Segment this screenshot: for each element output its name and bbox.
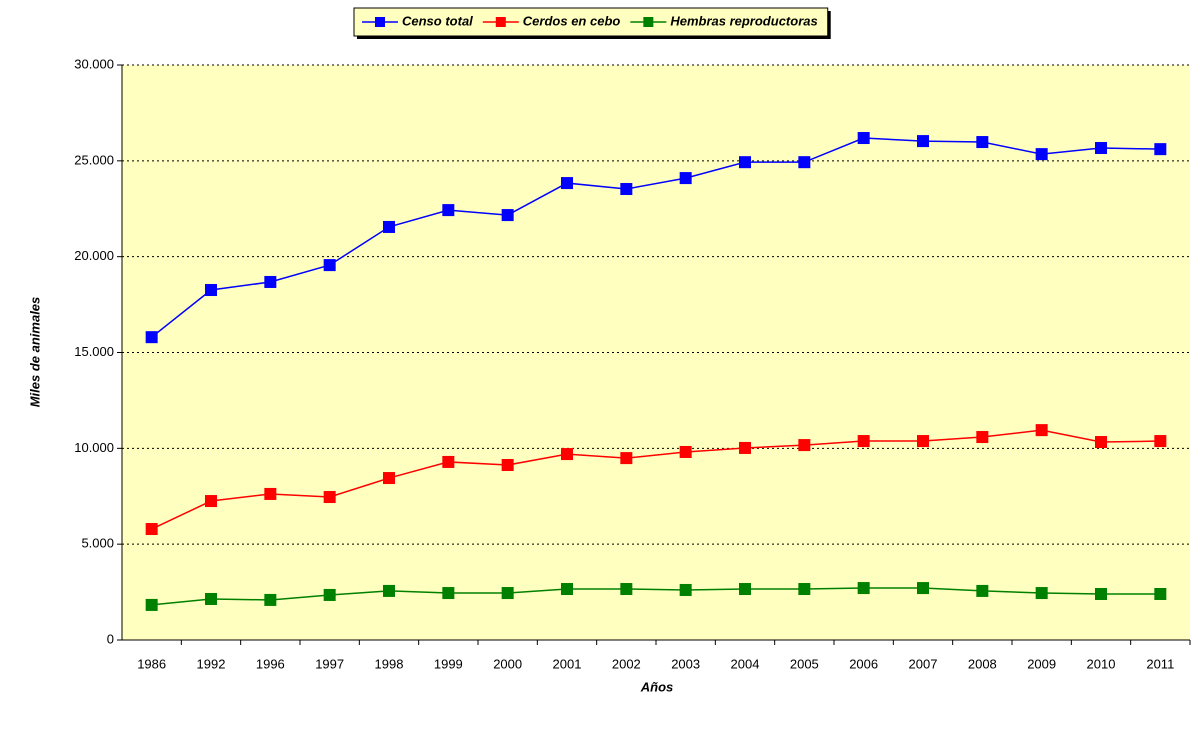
marker	[1035, 587, 1048, 600]
marker	[323, 491, 336, 504]
marker	[145, 598, 158, 611]
x-tick-label: 1998	[375, 656, 404, 671]
x-tick-label: 2004	[731, 656, 760, 671]
marker	[1095, 141, 1107, 154]
marker	[917, 135, 929, 148]
marker	[264, 487, 277, 500]
legend-marker	[375, 17, 385, 27]
series-line	[151, 429, 1161, 530]
y-tick-label: 20.000	[74, 248, 114, 263]
marker	[1154, 143, 1167, 156]
x-tick-label: 1997	[315, 656, 344, 671]
marker	[679, 583, 692, 596]
x-tick-label: 2008	[968, 656, 997, 671]
marker	[264, 593, 277, 606]
y-tick-label: 25.000	[74, 152, 114, 167]
legend-label: Cerdos en cebo	[523, 13, 621, 28]
x-tick-label: 2000	[493, 656, 522, 671]
marker	[917, 582, 929, 595]
marker	[857, 435, 870, 448]
marker	[739, 583, 751, 596]
marker	[383, 472, 395, 485]
marker	[976, 584, 989, 597]
legend: Censo total Cerdos en cebo Hembras reprodu…	[353, 7, 831, 39]
marker	[1154, 435, 1167, 448]
marker	[205, 495, 217, 508]
x-tick-label: 2006	[849, 656, 878, 671]
y-tick-label: 30.000	[74, 56, 114, 71]
legend-label: Censo total	[402, 13, 473, 28]
marker	[917, 435, 929, 448]
marker	[679, 445, 692, 458]
x-tick-label: 2005	[790, 656, 819, 671]
marker	[561, 448, 573, 461]
marker	[620, 183, 633, 196]
marker	[620, 583, 633, 596]
y-tick-label: 10.000	[74, 440, 114, 455]
marker	[1035, 148, 1048, 161]
legend-box	[353, 7, 829, 37]
x-tick-label: 2003	[671, 656, 700, 671]
marker	[501, 459, 514, 472]
marker	[1095, 436, 1107, 449]
marker	[383, 220, 395, 233]
marker	[442, 204, 455, 217]
x-axis-label: Años	[640, 679, 674, 694]
x-tick-label: 2009	[1027, 656, 1056, 671]
x-tick-label: 1986	[137, 656, 166, 671]
marker	[323, 588, 336, 601]
x-tick-label: 2010	[1087, 656, 1116, 671]
y-tick-label: 5.000	[81, 536, 114, 551]
marker	[205, 592, 217, 605]
marker	[798, 439, 811, 452]
marker	[1035, 424, 1048, 437]
marker	[442, 455, 455, 468]
marker	[145, 331, 158, 344]
marker	[857, 132, 870, 145]
marker	[857, 582, 870, 595]
x-tick-label: 2001	[553, 656, 582, 671]
x-tick-label: 2011	[1146, 656, 1174, 671]
legend-marker	[495, 17, 506, 27]
legend-label: Hembras reproductoras	[670, 13, 817, 28]
series-line	[151, 137, 1161, 338]
marker	[976, 431, 989, 444]
marker	[145, 523, 158, 536]
marker	[264, 275, 277, 288]
marker	[1095, 588, 1107, 600]
x-tick-label: 1996	[256, 656, 285, 671]
x-tick-label: 1999	[434, 656, 463, 671]
marker	[976, 136, 989, 149]
marker	[501, 587, 514, 600]
marker	[739, 441, 751, 454]
marker	[798, 156, 811, 169]
marker	[561, 177, 573, 190]
x-tick-label: 1992	[197, 656, 226, 671]
y-tick-label: 0	[107, 631, 114, 646]
marker	[205, 284, 217, 297]
series-line	[151, 587, 1161, 606]
marker	[323, 259, 336, 272]
marker	[501, 209, 514, 222]
marker	[620, 452, 633, 465]
marker	[679, 172, 692, 185]
marker	[383, 584, 395, 597]
y-axis-label: Miles de animales	[27, 297, 42, 408]
marker	[561, 583, 573, 596]
x-tick-label: 2007	[909, 656, 938, 671]
marker	[798, 583, 811, 596]
marker	[1154, 588, 1167, 600]
y-tick-label: 15.000	[74, 344, 114, 359]
legend-marker	[643, 17, 654, 27]
x-tick-label: 2002	[612, 656, 641, 671]
marker	[442, 587, 455, 600]
marker	[739, 156, 751, 169]
